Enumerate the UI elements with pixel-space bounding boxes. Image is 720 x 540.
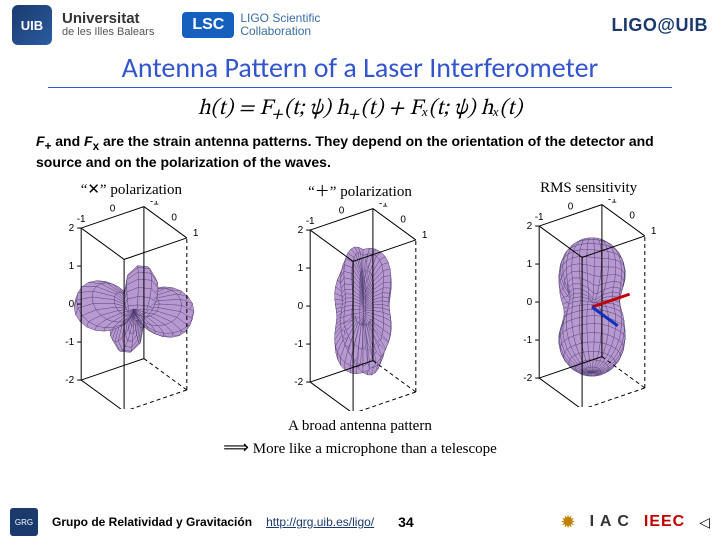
svg-text:1: 1 — [141, 201, 147, 204]
footer-logos: ✹ I A C IEEC ◁ — [561, 512, 710, 533]
figure-row: “✕” polarization -2-1012-1-10011 “＋” pol… — [20, 180, 700, 411]
svg-text:1: 1 — [193, 228, 199, 239]
svg-text:0: 0 — [629, 210, 635, 221]
svg-text:2: 2 — [298, 225, 304, 236]
body-tail: are the strain antenna patterns. They de… — [36, 133, 654, 170]
group-name: Grupo de Relatividad y Gravitación — [52, 515, 252, 529]
svg-text:0: 0 — [400, 214, 406, 225]
svg-text:-2: -2 — [523, 373, 532, 384]
caption-line1: A broad antenna pattern — [0, 417, 720, 437]
plot-plus-polarization: -2-1012-1-10011 — [251, 203, 469, 411]
svg-text:-1: -1 — [608, 199, 617, 206]
header-bar: UIB Universitat de les Illes Balears LSC… — [0, 0, 720, 48]
grg-badge-icon: GRG — [10, 508, 38, 536]
svg-text:-1: -1 — [306, 216, 315, 227]
figure-plus: “＋” polarization -2-1012-1-10011 — [251, 180, 469, 411]
svg-text:-1: -1 — [150, 201, 159, 208]
svg-text:2: 2 — [69, 223, 75, 234]
group-url-link[interactable]: http://grg.uib.es/ligo/ — [266, 515, 374, 529]
arrow-icon: ⟹ — [223, 437, 249, 457]
iac-wordmark: I A C — [590, 513, 630, 531]
svg-text:-1: -1 — [379, 203, 388, 210]
caption-line2: ⟹ More like a microphone than a telescop… — [0, 436, 720, 460]
svg-text:0: 0 — [172, 212, 178, 223]
svg-text:0: 0 — [69, 299, 75, 310]
svg-text:1: 1 — [370, 203, 376, 206]
svg-text:1: 1 — [298, 263, 304, 274]
label-rms: RMS sensitivity — [480, 180, 698, 197]
svg-text:0: 0 — [567, 201, 573, 212]
uib-wordmark: Universitat de les Illes Balears — [62, 11, 154, 38]
svg-text:-1: -1 — [77, 214, 86, 225]
svg-text:-1: -1 — [523, 335, 532, 346]
svg-text:1: 1 — [422, 230, 428, 241]
lsc-logo: LSC LIGO Scientific Collaboration — [182, 12, 320, 38]
svg-text:-2: -2 — [294, 377, 303, 388]
uib-acronym: UIB — [21, 18, 43, 33]
lsc-line2: Collaboration — [240, 25, 320, 38]
lsc-text: LIGO Scientific Collaboration — [240, 12, 320, 37]
svg-text:0: 0 — [526, 297, 532, 308]
svg-text:-2: -2 — [66, 375, 75, 386]
svg-text:-1: -1 — [66, 337, 75, 348]
uib-line2: de les Illes Balears — [62, 27, 154, 39]
svg-text:1: 1 — [69, 261, 75, 272]
svg-text:2: 2 — [526, 221, 532, 232]
uib-line1: Universitat — [62, 11, 154, 27]
slide-title: Antenna Pattern of a Laser Interferomete… — [48, 50, 672, 88]
ligo-uib-wordmark: LIGO@UIB — [611, 15, 708, 36]
page-number: 34 — [398, 514, 414, 530]
nav-back-icon[interactable]: ◁ — [699, 514, 710, 531]
svg-text:1: 1 — [650, 226, 656, 237]
svg-text:-1: -1 — [534, 212, 543, 223]
label-cross: “✕” polarization — [22, 180, 240, 199]
plot-rms-sensitivity: -2-1012-1-10011 — [480, 199, 698, 407]
label-plus: “＋” polarization — [251, 180, 469, 201]
svg-text:0: 0 — [110, 203, 116, 214]
svg-text:0: 0 — [339, 205, 345, 216]
body-paragraph: F+ and Fx are the strain antenna pattern… — [36, 133, 684, 172]
plot-cross-polarization: -2-1012-1-10011 — [22, 201, 240, 409]
uib-shield-icon: UIB — [12, 5, 52, 45]
footer-bar: GRG Grupo de Relatividad y Gravitación h… — [0, 508, 720, 536]
ieec-wordmark: IEEC — [644, 513, 685, 531]
lsc-badge-icon: LSC — [182, 12, 234, 38]
caption-line2-text: More like a microphone than a telescope — [253, 441, 497, 457]
equation: h(t) = F₊(t; ψ) h₊(t) + Fₓ(t; ψ) hₓ(t) — [0, 94, 720, 123]
iac-star-icon: ✹ — [561, 512, 576, 533]
svg-text:-1: -1 — [294, 339, 303, 350]
figure-cross: “✕” polarization -2-1012-1-10011 — [22, 180, 240, 409]
svg-text:1: 1 — [526, 259, 532, 270]
svg-text:0: 0 — [298, 301, 304, 312]
figure-rms: RMS sensitivity -2-1012-1-10011 — [480, 180, 698, 407]
svg-text:1: 1 — [599, 199, 605, 202]
figure-caption: A broad antenna pattern ⟹ More like a mi… — [0, 417, 720, 460]
